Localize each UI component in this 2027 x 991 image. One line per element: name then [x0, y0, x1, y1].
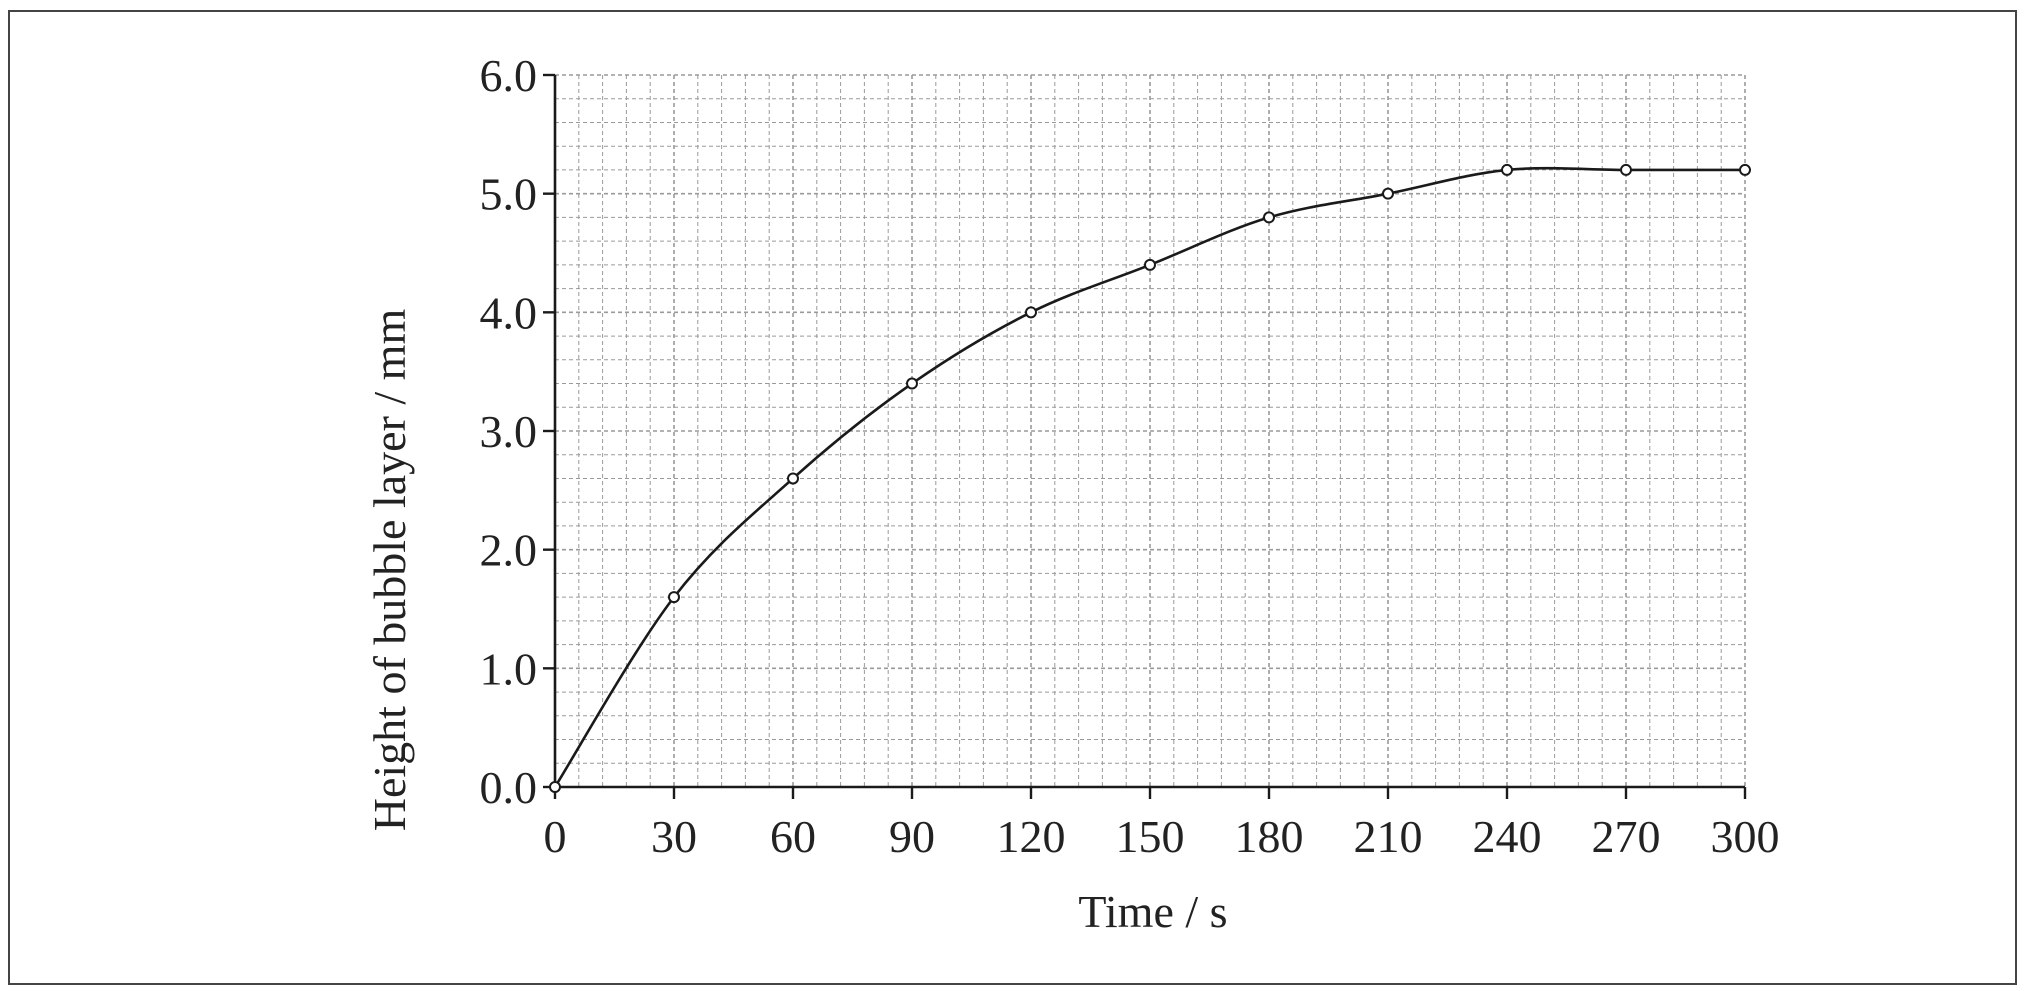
- y-tick-label: 0.0: [480, 762, 538, 813]
- y-tick-label: 6.0: [480, 50, 538, 101]
- data-point: [787, 472, 799, 485]
- x-tick-label: 150: [1116, 811, 1185, 862]
- x-tick-label: 180: [1235, 811, 1304, 862]
- x-tick-label: 60: [770, 811, 816, 862]
- data-point: [906, 377, 918, 390]
- data-point: [1263, 211, 1275, 224]
- data-point: [668, 591, 680, 604]
- y-axis-label: Height of bubble layer / mm: [364, 309, 415, 832]
- data-point: [1025, 306, 1037, 319]
- data-point: [1739, 163, 1751, 176]
- x-tick-labels: 0 30 60 90 120 150 180 210 240 270 300: [544, 787, 1780, 862]
- x-tick-label: 120: [997, 811, 1066, 862]
- data-point: [1144, 258, 1156, 271]
- x-tick-label: 300: [1711, 811, 1780, 862]
- x-tick-label: 240: [1473, 811, 1542, 862]
- data-point: [1620, 163, 1632, 176]
- y-tick-label: 2.0: [480, 525, 538, 576]
- x-tick-label: 0: [544, 811, 567, 862]
- y-tick-label: 4.0: [480, 287, 538, 338]
- x-tick-label: 90: [889, 811, 935, 862]
- data-point: [549, 781, 561, 793]
- figure-frame: [8, 10, 2017, 985]
- data-points: [549, 163, 1751, 793]
- y-tick-label: 1.0: [480, 643, 538, 694]
- data-point: [1501, 163, 1513, 176]
- y-tick-label: 3.0: [480, 406, 538, 457]
- x-tick-label: 210: [1354, 811, 1423, 862]
- x-tick-label: 30: [651, 811, 697, 862]
- grid: [554, 74, 1746, 788]
- best-fit-curve: [553, 166, 1745, 788]
- y-tick-labels: 0.0 1.0 2.0 3.0 4.0 5.0 6.0: [480, 50, 555, 813]
- data-point: [1382, 187, 1394, 200]
- x-tick-label: 270: [1592, 811, 1661, 862]
- y-tick-label: 5.0: [480, 169, 538, 220]
- x-axis-label: Time / s: [1078, 886, 1227, 937]
